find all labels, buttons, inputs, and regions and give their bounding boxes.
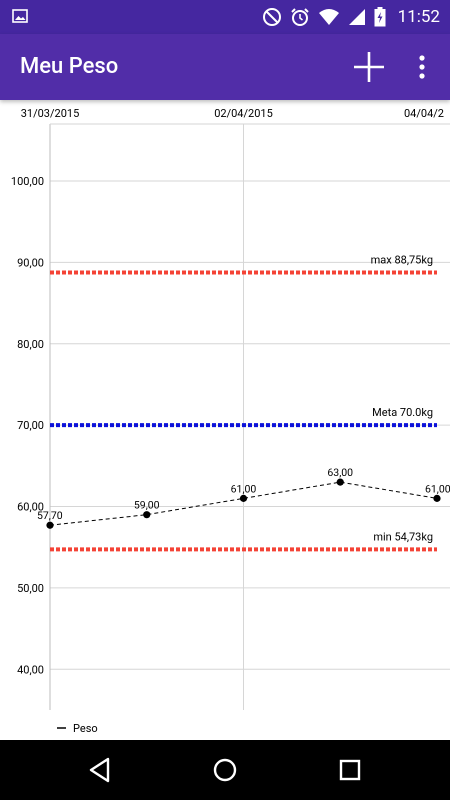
battery-icon: [374, 7, 386, 27]
image-icon: [12, 9, 28, 23]
legend-label: Peso: [73, 722, 98, 735]
data-point: [433, 494, 441, 502]
series-line: [49, 481, 438, 526]
limit-line-label: Meta 70.0kg: [372, 406, 433, 419]
y-tick-label: 100,00: [11, 175, 44, 188]
status-clock: 11:52: [397, 7, 440, 27]
data-point: [239, 494, 248, 502]
back-icon[interactable]: [85, 755, 115, 785]
y-tick-label: 60,00: [17, 501, 44, 514]
navigation-bar: [0, 740, 450, 800]
weight-chart[interactable]: 40,00 50,00 60,00 70,00 80,00 90,00 100,00 31/0…: [0, 100, 450, 740]
status-icons: 11:52: [262, 0, 440, 34]
home-icon[interactable]: [210, 755, 240, 785]
app-bar: Meu Peso: [0, 34, 450, 100]
data-label: 61,00: [231, 482, 257, 495]
y-tick-label: 50,00: [17, 582, 44, 595]
data-label: 61,00: [425, 482, 450, 495]
x-tick-label: 02/04/2015: [214, 107, 273, 120]
y-tick-label: 70,00: [17, 419, 44, 432]
add-icon[interactable]: [350, 48, 388, 86]
data-label: 59,00: [134, 499, 160, 512]
data-label: 57,70: [37, 509, 63, 522]
recents-icon[interactable]: [335, 755, 365, 785]
y-tick-label: 80,00: [17, 338, 44, 351]
limit-line-label: min 54,73kg: [373, 530, 433, 543]
data-point: [46, 521, 54, 529]
x-tick-label: 04/04/2: [404, 107, 444, 120]
x-tick-label: 31/03/2015: [21, 107, 80, 120]
data-label: 63,00: [327, 466, 353, 479]
more-vert-icon[interactable]: [410, 52, 434, 84]
alarm-icon: [290, 8, 309, 26]
wifi-icon: [318, 9, 339, 25]
y-tick-label: 40,00: [17, 663, 44, 676]
limit-line-label: max 88,75kg: [371, 254, 433, 267]
page-title: Meu Peso: [20, 54, 119, 79]
data-point: [336, 478, 344, 486]
status-bar: 11:52: [0, 0, 450, 34]
y-tick-label: 90,00: [17, 256, 44, 269]
data-point: [143, 511, 151, 519]
do-not-disturb-icon: [262, 8, 281, 26]
cell-signal-icon: [348, 9, 365, 25]
